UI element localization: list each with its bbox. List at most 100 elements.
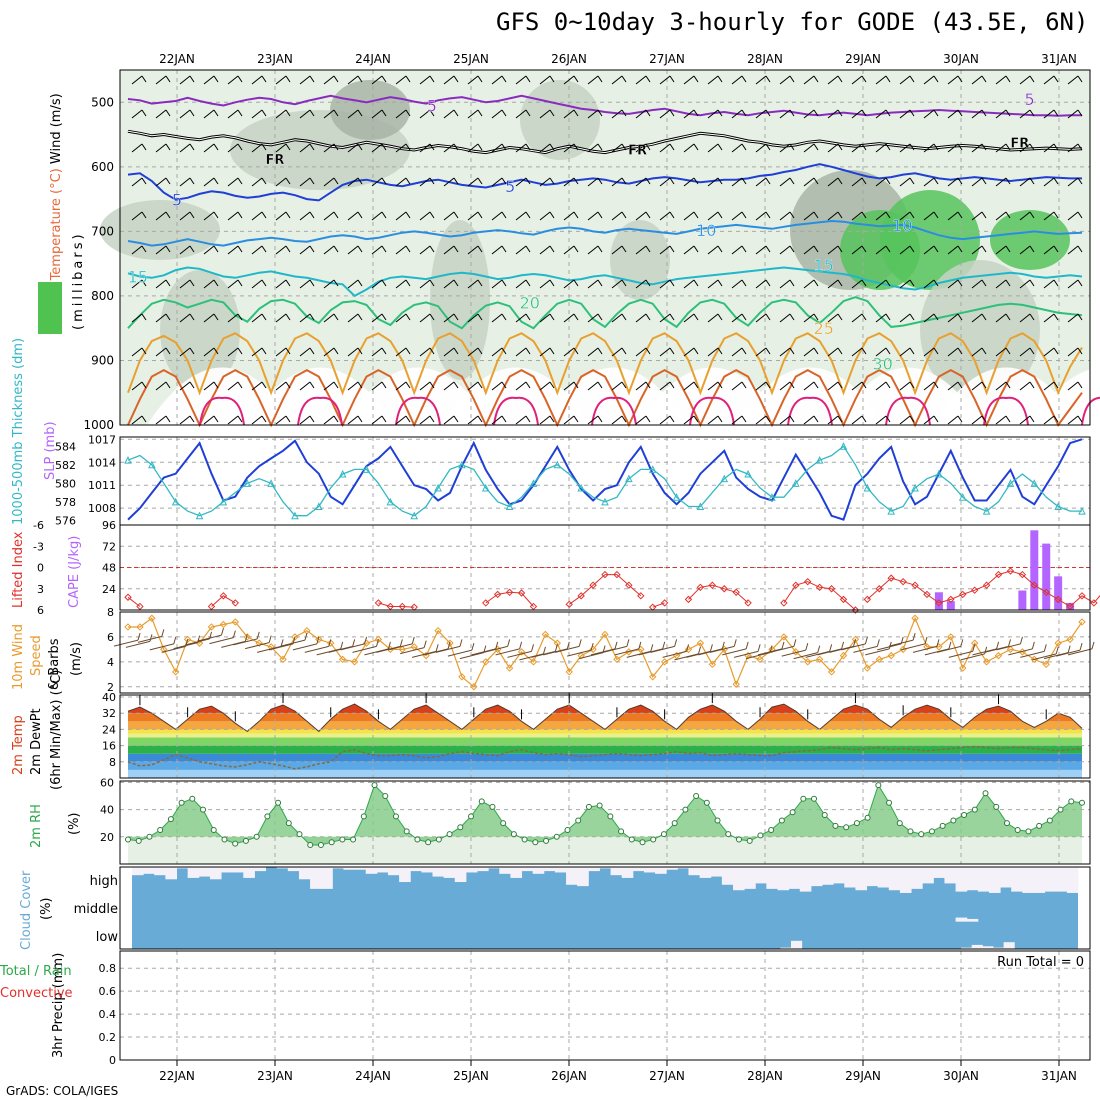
pressure-tick-label: 800: [91, 289, 114, 303]
surface-wind-barb: [912, 645, 938, 653]
cloud-low-cell: [791, 940, 803, 949]
wind-barb: [875, 177, 887, 187]
wind-barb: [899, 75, 911, 85]
wind-barb-flag: [261, 313, 267, 321]
wind-barb: [323, 245, 335, 255]
wind-barb-flag: [429, 279, 435, 287]
wind-barb: [707, 415, 719, 425]
wind-barb-flag: [693, 415, 699, 423]
cloud-high-cell: [922, 867, 934, 884]
rh2m-marker: [135, 837, 142, 844]
wind-barb: [611, 75, 623, 85]
wind-speed-marker: [1066, 635, 1074, 644]
rh2m-tick-label: 60: [100, 776, 114, 789]
wind-barb: [659, 211, 671, 221]
bottom-date-label: 30JAN: [943, 1069, 979, 1083]
li-ylabel: Lifted Index: [11, 531, 26, 608]
wind-barb: [203, 279, 215, 289]
cape-bar: [1030, 530, 1039, 610]
wind-barb-flag: [1053, 279, 1059, 287]
wind-barb-flag: [357, 177, 363, 185]
cloud-low-cell: [780, 947, 792, 949]
cloud-high-cell: [1033, 867, 1046, 893]
wind-barb: [683, 279, 695, 289]
wind-barb-flag: [837, 313, 843, 321]
wind-barb: [923, 381, 935, 391]
wind-barb: [419, 313, 431, 323]
wind-speed-marker: [291, 633, 299, 641]
wind-barb: [659, 381, 671, 391]
surface-wind-barb: [495, 648, 520, 656]
wind-barb-flag: [717, 415, 723, 423]
li-marker: [815, 583, 824, 592]
wind-barb-flag: [261, 143, 267, 151]
cape-bar: [1018, 590, 1027, 610]
wind-barb: [803, 313, 815, 323]
credit-label: GrADS: COLA/IGES: [6, 1084, 119, 1098]
rh2m-marker: [221, 836, 228, 843]
surface-wind-barb-flag: [793, 639, 797, 647]
rh2m-marker: [864, 814, 871, 821]
isotherm-line: [127, 368, 1083, 428]
wind-barb-flag: [597, 109, 603, 117]
wind-barb: [419, 109, 431, 119]
wind-barb: [1043, 75, 1055, 85]
top-date-label: 31JAN: [1041, 52, 1077, 66]
surface-wind-barb: [877, 643, 902, 651]
thickness-marker: [1030, 479, 1039, 487]
wind-barb: [251, 313, 263, 323]
wind-barb-flag: [237, 347, 243, 355]
wind-barb-flag: [693, 143, 699, 151]
wind-barb: [491, 313, 503, 323]
wind-barb-flag: [693, 381, 699, 389]
wind-barb: [611, 177, 623, 187]
wind-barb-flag: [645, 313, 651, 321]
rh2m-marker: [789, 809, 796, 816]
wind-barb: [419, 75, 431, 85]
wind-barb: [275, 245, 287, 255]
wind-barb-flag: [789, 109, 795, 117]
wind-barb-flag: [717, 211, 723, 219]
isotherm-line: [127, 94, 1082, 117]
thickness-marker: [648, 465, 657, 473]
cloud-high-cell: [732, 867, 745, 891]
wind-barb: [587, 75, 599, 85]
top-date-label: 25JAN: [453, 52, 489, 66]
cloud-high-cell: [510, 867, 523, 878]
wind-barb: [203, 109, 215, 119]
cloud-high-cell: [933, 867, 945, 878]
wind-barb: [923, 279, 935, 289]
wind-barb: [179, 415, 191, 425]
wind-barb: [131, 211, 143, 221]
wind-barb-flag: [453, 211, 459, 219]
li-marker: [231, 599, 240, 607]
wind-barb: [203, 245, 215, 255]
surface-wind-barb: [233, 638, 258, 646]
wind-barb: [371, 75, 383, 85]
wind-barb-flag: [429, 143, 435, 151]
wind-barb: [515, 75, 527, 85]
surface-wind-barb-flag: [232, 630, 236, 638]
wind-barb: [251, 75, 263, 85]
wind-barb-flag: [981, 415, 987, 423]
rh2m-marker: [1057, 806, 1064, 813]
wind-barb: [851, 381, 863, 391]
wind-barb-flag: [597, 211, 603, 219]
wind-barb-flag: [357, 313, 363, 321]
cloud-high-cell: [554, 867, 567, 873]
wind-barb: [779, 75, 791, 85]
wind-barb: [371, 381, 383, 391]
wind-barb: [587, 211, 599, 221]
wind-barb-flag: [741, 177, 747, 185]
cloud-high-cell: [421, 867, 433, 873]
wind-barb-flag: [957, 109, 963, 117]
wind-barb: [731, 75, 743, 85]
thickness-marker: [529, 479, 538, 487]
surface-wind-barb-flag: [817, 645, 821, 653]
cloud-high-cell: [298, 867, 311, 880]
wind-barb: [467, 75, 479, 85]
wind-barb-flag: [357, 75, 363, 83]
wind-barb: [1067, 279, 1079, 289]
rh2m-marker: [811, 795, 818, 802]
